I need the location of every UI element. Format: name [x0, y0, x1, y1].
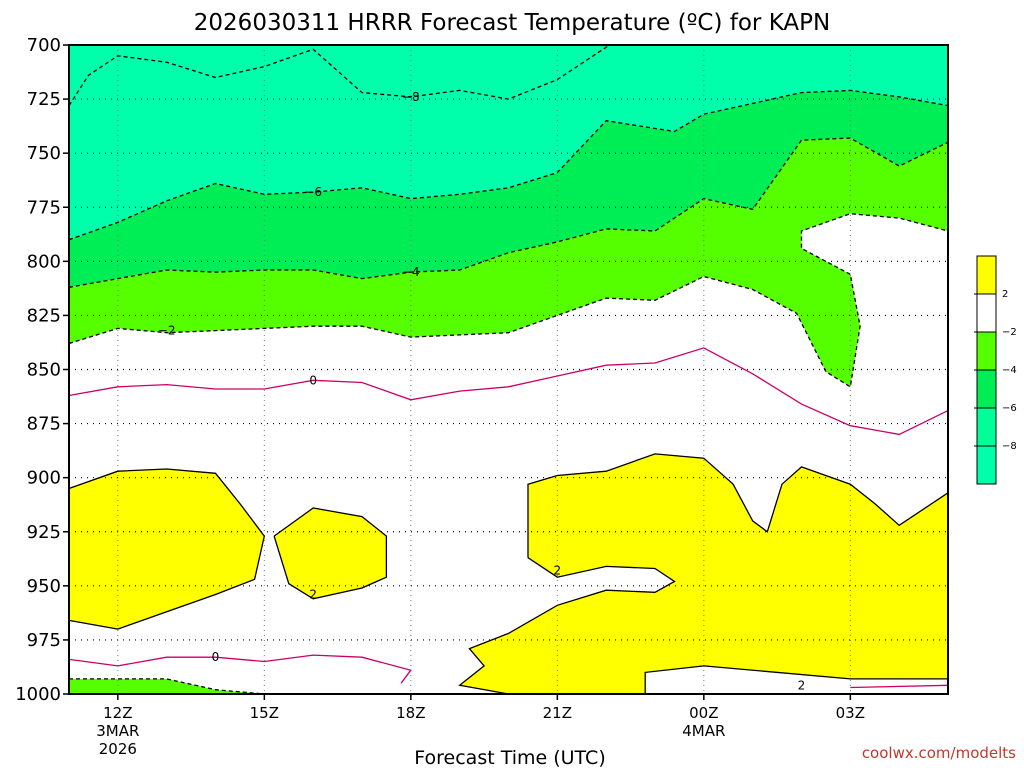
colorbar-label-3: −6	[1002, 403, 1017, 414]
y-tick-label-975: 975	[27, 630, 61, 651]
x-tick-year-12Z: 2026	[99, 740, 137, 758]
contour-2-bottom-label: 2	[798, 678, 806, 692]
y-tick-label-950: 950	[27, 576, 61, 597]
contour-2-left	[68, 468, 265, 630]
fill-yellow-right	[459, 453, 948, 694]
contour-2-bottom	[644, 665, 948, 694]
y-tick-label-850: 850	[27, 360, 61, 381]
y-tick-label-725: 725	[27, 89, 61, 110]
fill-m6-m4	[69, 138, 948, 387]
contour-labels: 0 0 −2 −4 −6 −8 2 2 2	[158, 90, 806, 692]
y-axis-ticks: 700 725 750 775 800 825 850 875 900 925 950 975 1000	[15, 35, 69, 705]
fill-yellow-left	[69, 469, 265, 630]
contour-m4-label: −4	[402, 265, 420, 279]
contour-m6-label: −6	[304, 185, 322, 199]
colorbar-bin-1	[977, 294, 996, 332]
contour-m2-lower	[69, 678, 265, 695]
colorbar-label-1: −2	[1002, 327, 1017, 338]
contour-2-mid-label: 2	[309, 587, 317, 601]
y-tick-label-775: 775	[27, 197, 61, 218]
contour-0-lower-label: 0	[212, 650, 220, 664]
contour-m4	[68, 137, 949, 288]
colorbar-bin-0	[977, 256, 996, 294]
colorbar-legend: 2 −2 −4 −6 −8	[974, 255, 1017, 485]
y-tick-label-925: 925	[27, 522, 61, 543]
contour-2-right-notch	[458, 557, 676, 695]
x-tick-label-03Z: 03Z	[836, 704, 865, 722]
contour-m8-label: −8	[402, 90, 420, 104]
chart-title: 2026030311 HRRR Forecast Temperature (ºC…	[194, 10, 830, 36]
temperature-fills	[69, 45, 948, 694]
x-tick-date-00Z: 4MAR	[682, 722, 725, 740]
contour-0-right	[850, 684, 949, 689]
fill-m8-m6	[69, 90, 948, 288]
contour-0	[68, 347, 949, 436]
y-tick-label-800: 800	[27, 251, 61, 272]
y-tick-label-875: 875	[27, 414, 61, 435]
contour-m8	[68, 44, 612, 106]
contour-2-mid	[273, 507, 388, 600]
credit-text: coolwx.com/modelts	[862, 744, 1016, 762]
fill-yellow-mid	[274, 508, 387, 599]
x-tick-date-12Z: 3MAR	[96, 722, 139, 740]
y-tick-label-750: 750	[27, 143, 61, 164]
y-tick-label-700: 700	[27, 35, 61, 56]
y-tick-label-1000: 1000	[15, 684, 61, 705]
x-axis-label: Forecast Time (UTC)	[414, 747, 605, 768]
y-tick-label-900: 900	[27, 468, 61, 489]
x-tick-label-15Z: 15Z	[250, 704, 279, 722]
colorbar-bin-3	[977, 370, 996, 408]
colorbar-label-4: −8	[1002, 441, 1017, 452]
colorbar-label-2: −4	[1002, 365, 1017, 376]
colorbar-bin-2	[977, 332, 996, 370]
contour-2-right-label: 2	[554, 564, 562, 578]
contour-m2-upper-label: −2	[158, 324, 176, 338]
contour-m6	[68, 89, 949, 241]
contour-m2-upper	[68, 213, 949, 388]
x-tick-label-21Z: 21Z	[543, 704, 572, 722]
colorbar-bin-5	[977, 446, 996, 484]
colorbar-frame	[976, 255, 997, 485]
y-tick-label-825: 825	[27, 305, 61, 326]
contour-0-label: 0	[309, 373, 317, 387]
contour-0-lower	[68, 654, 412, 684]
contour-lines	[68, 44, 949, 695]
x-tick-label-18Z: 18Z	[396, 704, 425, 722]
colorbar-bin-4	[977, 408, 996, 446]
contour-2-right	[527, 453, 949, 558]
x-tick-label-12Z: 12Z	[103, 704, 132, 722]
x-tick-label-00Z: 00Z	[689, 704, 718, 722]
fill-le-8	[69, 45, 948, 240]
colorbar-label-0: 2	[1002, 289, 1008, 300]
